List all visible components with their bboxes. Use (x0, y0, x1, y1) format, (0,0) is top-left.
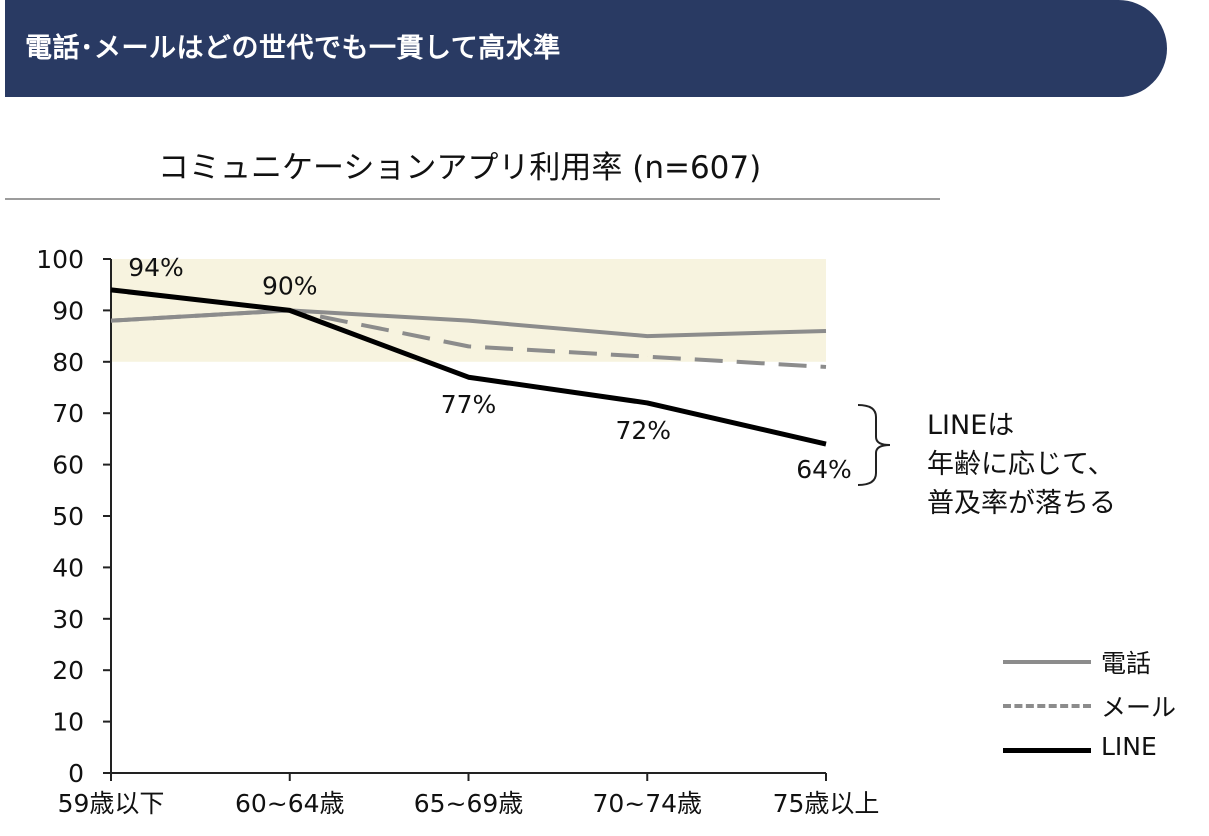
data-label: 94% (128, 253, 184, 282)
y-tick-label: 10 (52, 708, 84, 737)
chart-title: コミュニケーションアプリ利用率 (n=607) (158, 150, 762, 186)
legend-label-line: LINE (1101, 732, 1157, 761)
annotation-brace (857, 404, 891, 486)
line-annotation: LINEは 年齢に応じて、 普及率が落ちる (927, 410, 1116, 519)
y-tick-label: 60 (52, 451, 84, 480)
x-tick-label: 60~64歳 (235, 789, 345, 818)
x-tick-label: 65~69歳 (414, 789, 524, 818)
y-tick-label: 100 (36, 245, 84, 274)
x-tick-label: 70~74歳 (592, 789, 702, 818)
legend-item-line: LINE (1003, 728, 1203, 772)
legend-item-phone: 電話 (1003, 640, 1203, 684)
y-tick-label: 20 (52, 656, 84, 685)
banner-title: 電話･メールはどの世代でも一貫して高水準 (25, 33, 561, 64)
x-tick-label: 59歳以下 (58, 789, 165, 818)
y-tick-label: 70 (52, 399, 84, 428)
x-tick-label: 75歳以上 (773, 789, 880, 818)
data-label: 64% (796, 455, 852, 484)
y-tick-label: 90 (52, 296, 84, 325)
y-tick-label: 40 (52, 553, 84, 582)
data-label: 90% (262, 271, 318, 300)
legend-swatch-line (1003, 748, 1091, 753)
legend: 電話 メール LINE (1003, 640, 1203, 772)
legend-item-mail: メール (1003, 684, 1203, 728)
title-divider (5, 198, 940, 200)
y-tick-label: 30 (52, 605, 84, 634)
y-tick-label: 0 (68, 759, 84, 788)
y-tick-label: 80 (52, 348, 84, 377)
legend-label-mail: メール (1101, 693, 1177, 722)
data-label: 77% (441, 390, 497, 419)
legend-swatch-mail (1003, 704, 1091, 708)
header-banner: 電話･メールはどの世代でも一貫して高水準 (5, 0, 1167, 97)
legend-label-phone: 電話 (1101, 649, 1152, 678)
y-tick-label: 50 (52, 502, 84, 531)
data-label: 72% (615, 416, 671, 445)
legend-swatch-phone (1003, 660, 1091, 664)
